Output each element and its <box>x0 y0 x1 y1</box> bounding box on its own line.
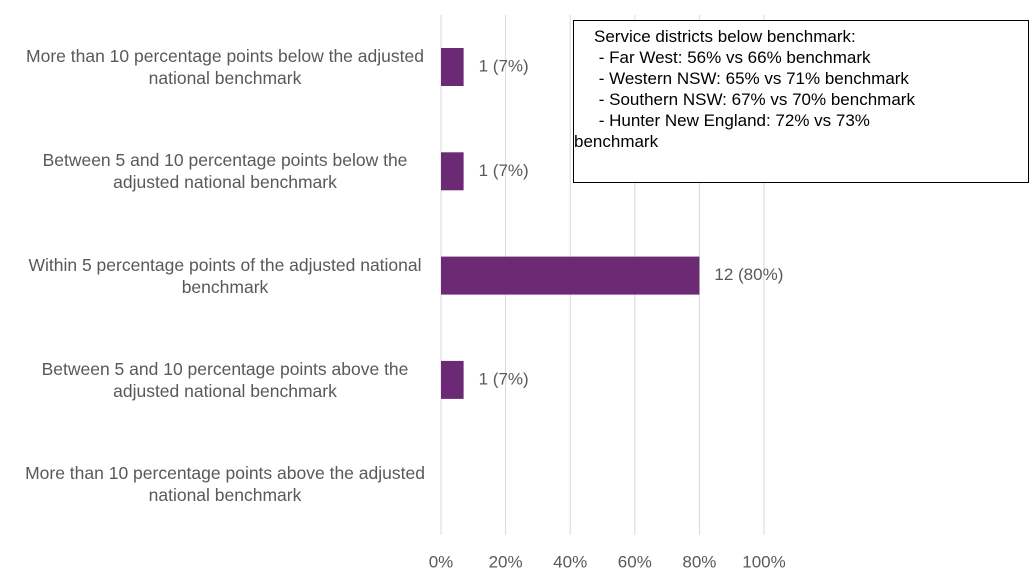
x-tick-label: 20% <box>489 552 523 571</box>
category-label: More than 10 percentage points above the… <box>25 463 425 506</box>
value-label: 1 (7%) <box>479 369 529 388</box>
x-tick-label: 80% <box>682 552 716 571</box>
annotation-line: benchmark <box>574 132 659 151</box>
annotation-box: Service districts below benchmark: - Far… <box>573 20 1029 183</box>
value-label: 12 (80%) <box>714 265 783 284</box>
x-tick-label: 100% <box>742 552 785 571</box>
category-label: Within 5 percentage points of the adjust… <box>28 254 422 297</box>
bar <box>441 48 464 86</box>
value-label: 1 (7%) <box>479 161 529 180</box>
annotation-line: Service districts below benchmark: <box>594 27 856 46</box>
bar <box>441 256 700 295</box>
annotation-line: - Western NSW: 65% vs 71% benchmark <box>594 69 909 88</box>
x-tick-label: 60% <box>618 552 652 571</box>
x-tick-label: 40% <box>553 552 587 571</box>
annotation-line: - Southern NSW: 67% vs 70% benchmark <box>594 90 915 109</box>
bar <box>441 360 464 399</box>
category-label: Between 5 and 10 percentage points above… <box>41 358 409 401</box>
category-label: More than 10 percentage points below the… <box>26 46 424 88</box>
bar <box>441 152 464 191</box>
annotation-line: - Far West: 56% vs 66% benchmark <box>594 48 871 67</box>
x-tick-label: 0% <box>429 552 454 571</box>
annotation-line: - Hunter New England: 72% vs 73% <box>594 111 870 130</box>
category-label: Between 5 and 10 percentage points below… <box>42 150 408 193</box>
value-label: 1 (7%) <box>479 56 529 75</box>
